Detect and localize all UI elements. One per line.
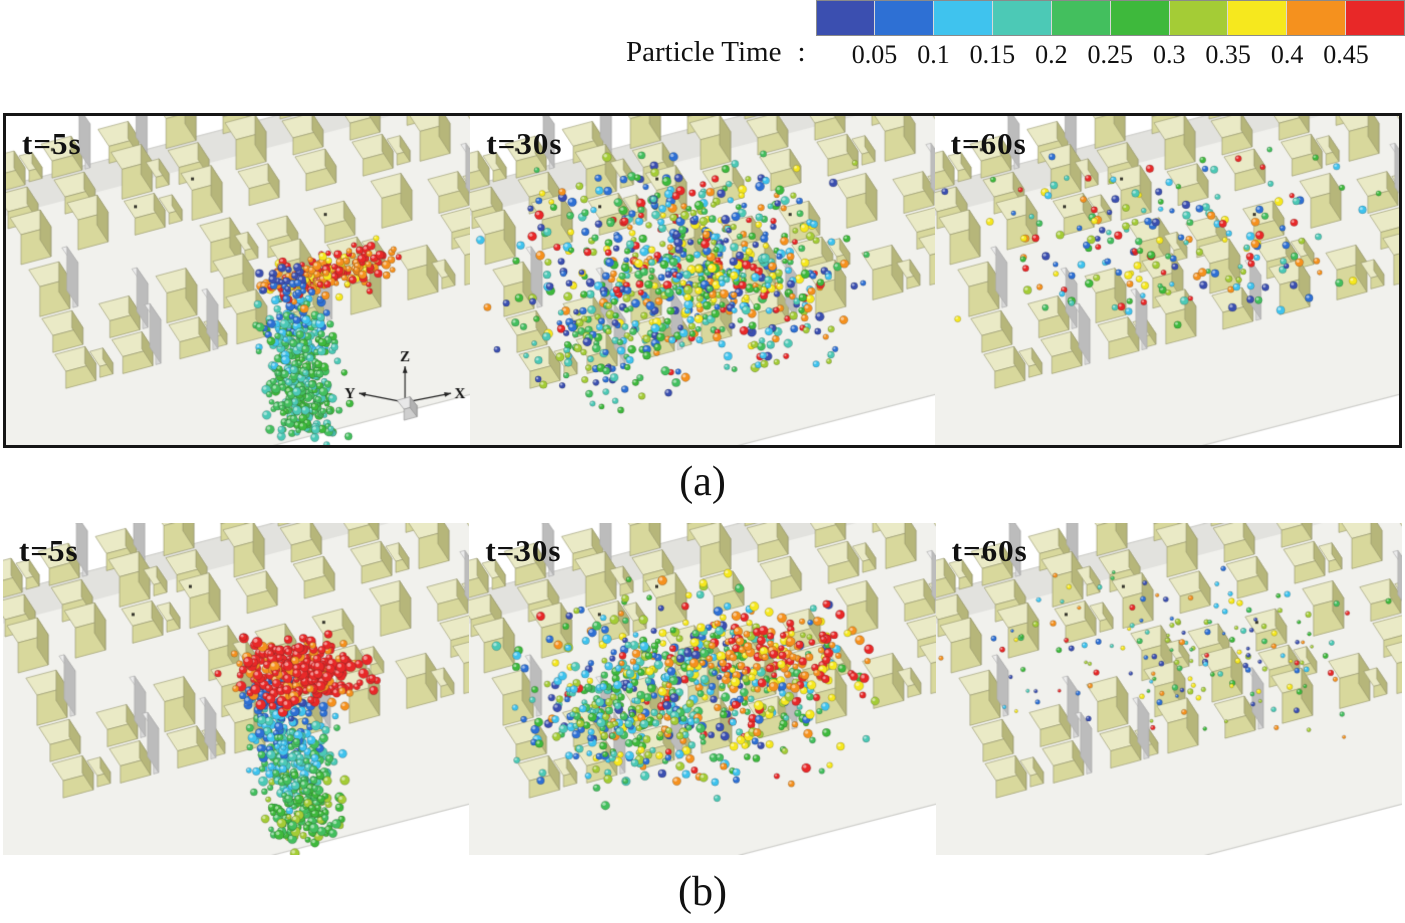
scene-b-t5: t=5s	[3, 523, 470, 855]
scene-canvas-b-t5	[3, 523, 470, 855]
colorbar-ticks: 0.05 0.1 0.15 0.2 0.25 0.3 0.35 0.4 0.45	[816, 36, 1405, 72]
time-label-b-t60: t=60s	[951, 533, 1028, 568]
scene-canvas-a-t5	[6, 116, 471, 445]
colorbar-tick: 0.05	[851, 40, 898, 69]
colorbar-swatch	[1346, 1, 1404, 35]
scene-a-t60: t=60s	[934, 116, 1399, 445]
scene-canvas-b-t30	[469, 523, 936, 855]
caption-a: (a)	[679, 459, 726, 505]
scene-canvas-a-t60	[934, 116, 1399, 445]
colorbar-tick: 0.45	[1323, 40, 1369, 69]
colorbar-title-text: Particle Time	[626, 36, 782, 68]
colorbar-tick: 0.4	[1270, 40, 1304, 69]
colorbar-tick: 0.25	[1087, 40, 1134, 69]
subfigure-b: t=5s t=30s t=60s	[3, 523, 1402, 855]
colorbar-swatch	[1051, 1, 1111, 35]
colorbar-swatch	[816, 1, 876, 35]
subfigure-a: t=5s t=30s t=60s	[3, 113, 1402, 448]
colorbar-legend: Particle Time : 0.05 0.1 0.15 0.2 0.25 0…	[626, 0, 1405, 72]
colorbar-tick: 0.35	[1205, 40, 1251, 69]
scene-a-t5: t=5s	[6, 116, 471, 445]
colorbar-bar: 0.05 0.1 0.15 0.2 0.25 0.3 0.35 0.4 0.45	[815, 0, 1405, 72]
colorbar-tick: 0.15	[969, 40, 1016, 69]
colorbar-colon: :	[797, 36, 806, 68]
colorbar-swatch	[875, 1, 935, 35]
scene-b-t30: t=30s	[469, 523, 936, 855]
time-label-b-t30: t=30s	[485, 533, 562, 568]
colorbar-swatches	[815, 0, 1405, 36]
time-label-a-t30: t=30s	[486, 126, 563, 161]
colorbar-tick: 0.3	[1152, 40, 1186, 69]
colorbar-swatch	[1287, 1, 1347, 35]
colorbar-swatch	[1110, 1, 1170, 35]
colorbar-tick: 0.1	[917, 40, 950, 69]
time-label-a-t60: t=60s	[950, 126, 1027, 161]
colorbar-swatch	[1169, 1, 1229, 35]
colorbar-swatch	[1228, 1, 1288, 35]
scene-a-t30: t=30s	[470, 116, 935, 445]
colorbar-swatch	[993, 1, 1052, 35]
caption-b: (b)	[678, 869, 727, 915]
colorbar-tick: 0.2	[1035, 40, 1068, 69]
colorbar-title: Particle Time :	[626, 36, 806, 72]
scene-b-t60: t=60s	[935, 523, 1402, 855]
time-label-b-t5: t=5s	[19, 533, 79, 568]
scene-canvas-a-t30	[470, 116, 935, 445]
colorbar-swatch	[934, 1, 994, 35]
scene-canvas-b-t60	[935, 523, 1402, 855]
time-label-a-t5: t=5s	[22, 126, 82, 161]
